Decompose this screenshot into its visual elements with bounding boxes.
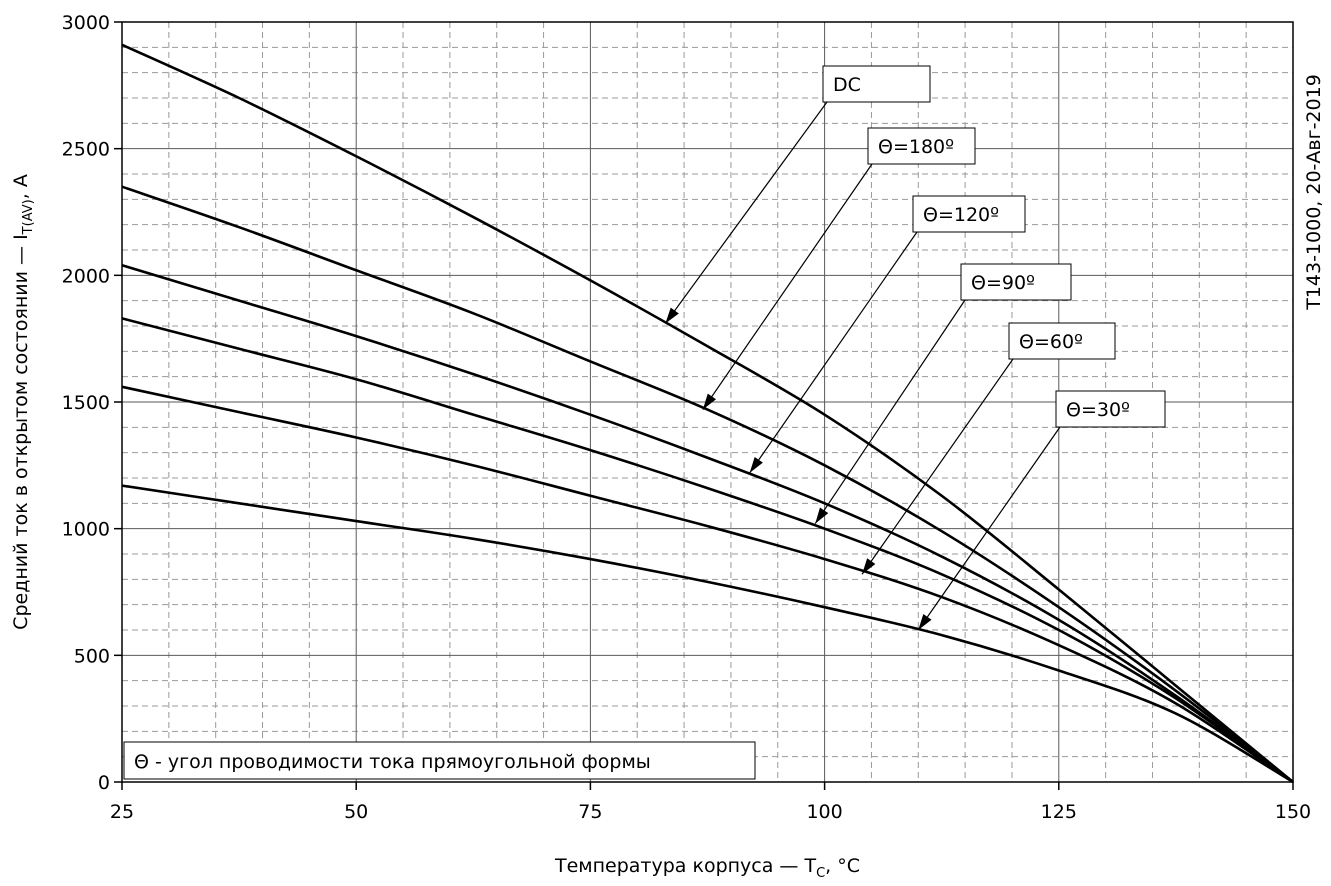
series-label: Θ=60º: [1019, 331, 1083, 353]
y-tick-label: 1000: [62, 519, 110, 541]
series-line: [121, 43, 1294, 784]
series-label-box: [822, 65, 931, 103]
series-line: [121, 484, 1294, 784]
arrow-layer: [664, 101, 1061, 631]
leader-arrowhead: [665, 307, 679, 324]
x-tick-label: 75: [578, 801, 602, 823]
leader-line: [664, 101, 828, 324]
y-tick-label: 500: [74, 645, 110, 667]
y-axis-title-suffix: , А: [10, 174, 32, 199]
series-line: [121, 385, 1294, 784]
legend-note-text: Θ - угол проводимости тока прямоугольной…: [134, 751, 651, 773]
y-tick-label: 3000: [62, 12, 110, 34]
leader-line: [702, 163, 873, 410]
label-layer: DC Θ=180º Θ=120º Θ=90º Θ=60º Θ=30º: [822, 65, 1166, 428]
y-tick-label: 2000: [62, 265, 110, 287]
series-line: [121, 185, 1294, 784]
side-note: T143-1000, 20-Авг-2019: [1303, 74, 1325, 311]
series-label-box: [1055, 390, 1166, 428]
leader-line: [861, 358, 1014, 575]
x-axis-title-main: Температура корпуса — T: [554, 855, 816, 877]
x-tick-labels: 25 50 75 100 125 150: [110, 782, 1311, 823]
x-tick-label: 100: [806, 801, 842, 823]
series-label-box: [912, 195, 1026, 233]
series-label-box: [960, 263, 1072, 301]
legend-note-box: [123, 741, 756, 780]
series-label: Θ=120º: [923, 204, 999, 226]
y-axis-title-sub: T(AV): [21, 199, 36, 235]
leader-arrowhead: [918, 614, 932, 630]
y-tick-label: 1500: [62, 392, 110, 414]
x-axis-title-suffix: , °C: [825, 855, 860, 877]
legend-note: Θ - угол проводимости тока прямоугольной…: [123, 741, 756, 780]
x-axis-title: Температура корпуса — TC, °C: [554, 855, 860, 881]
x-axis-title-sub: C: [816, 866, 825, 881]
leader-line: [917, 426, 1061, 631]
y-axis-title: Средний ток в открытом состоянии — IT(AV…: [10, 174, 36, 630]
series-line: [121, 263, 1294, 784]
series-label-box: [867, 127, 976, 165]
leader-arrowhead: [862, 558, 876, 575]
series-label: Θ=30º: [1066, 399, 1130, 421]
y-tick-label: 0: [98, 772, 110, 794]
series-line: [121, 317, 1294, 784]
leader-line: [749, 231, 918, 474]
x-tick-label: 125: [1041, 801, 1077, 823]
leader-arrowhead: [815, 507, 829, 524]
x-tick-label: 150: [1275, 801, 1311, 823]
series-label: Θ=90º: [971, 272, 1035, 294]
series-label: Θ=180º: [878, 136, 954, 158]
leader-arrowhead: [749, 456, 763, 473]
y-tick-labels: 0 500 1000 1500 2000 2500 3000: [62, 12, 122, 794]
y-axis-title-main: Средний ток в открытом состоянии — I: [10, 234, 32, 630]
series-layer: [121, 43, 1294, 784]
x-tick-label: 25: [110, 801, 134, 823]
y-tick-label: 2500: [62, 139, 110, 161]
series-label-box: [1008, 322, 1116, 360]
leader-line: [814, 299, 966, 524]
series-label: DC: [833, 74, 861, 96]
x-tick-label: 50: [344, 801, 368, 823]
leader-arrowhead: [702, 393, 717, 410]
